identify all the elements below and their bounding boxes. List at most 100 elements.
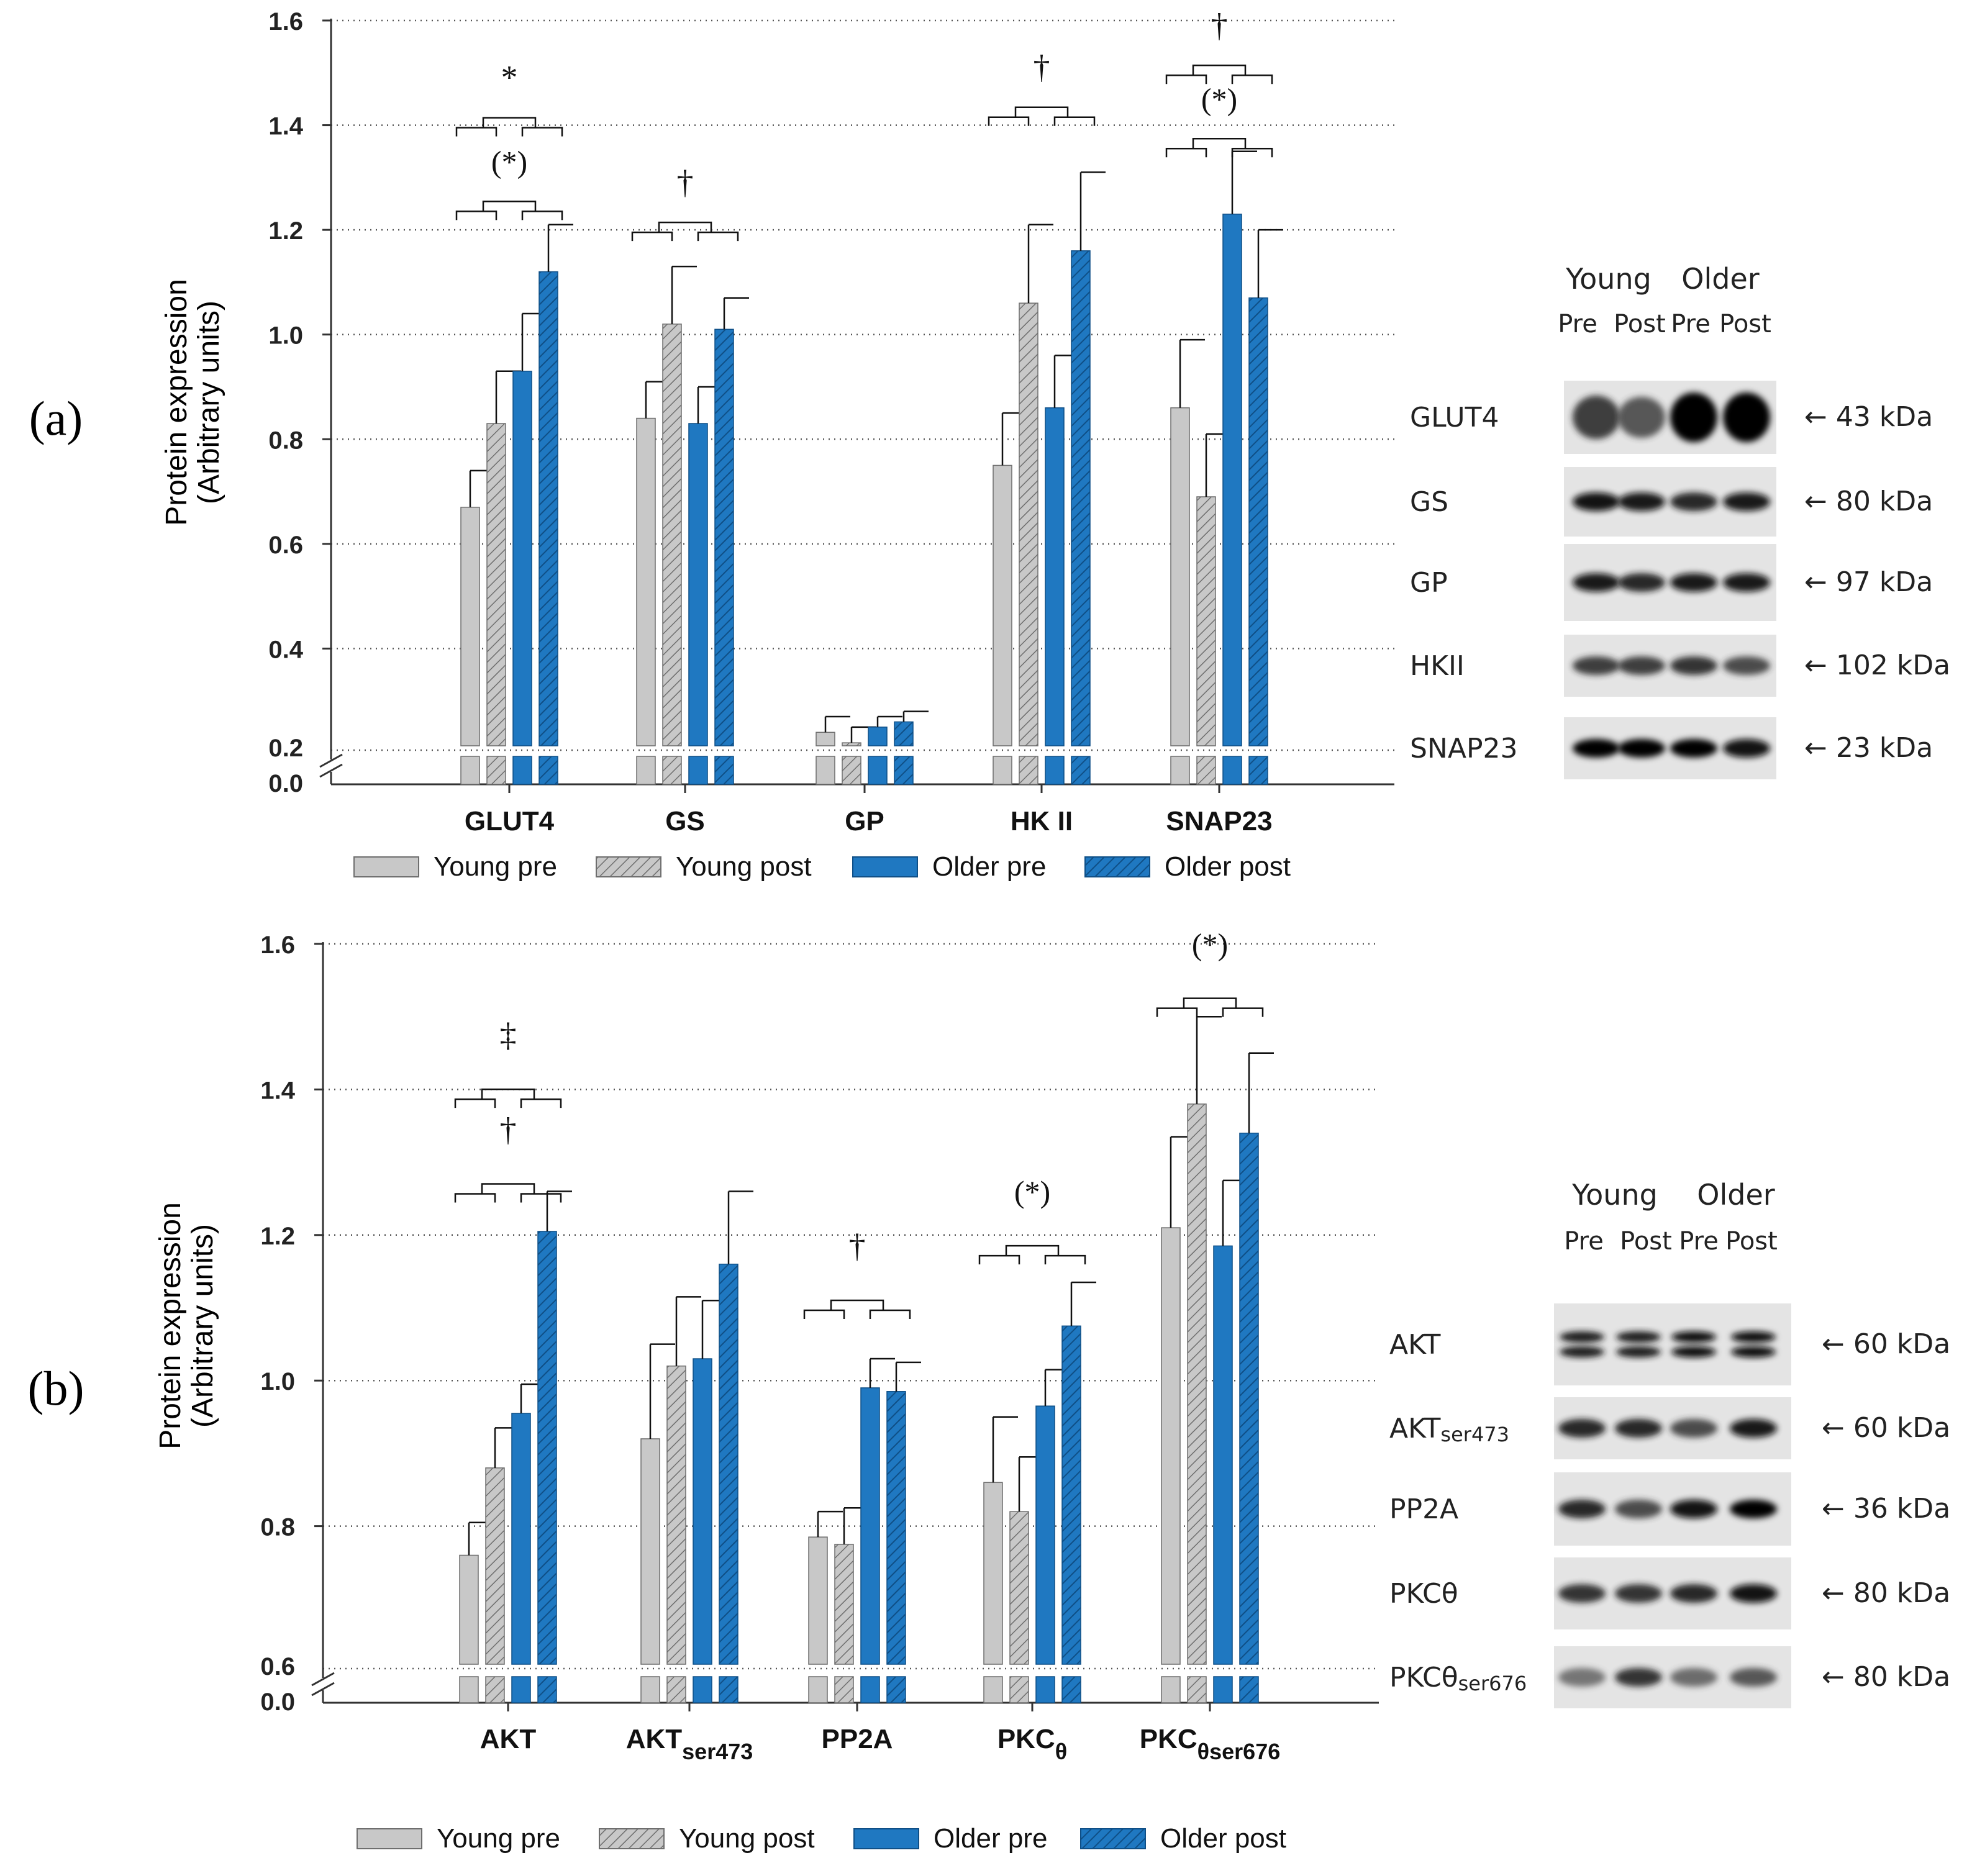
x-tick-label-main: PP2A — [822, 1724, 893, 1754]
blot-group-label: Older — [1697, 1178, 1774, 1212]
bar-stub — [485, 1676, 505, 1703]
blot-membrane — [1554, 1303, 1791, 1385]
bracket-top — [1014, 106, 1069, 117]
x-tick-label-sub: θser676 — [1197, 1739, 1281, 1764]
legend-swatch — [853, 1828, 919, 1849]
bar-stub — [1035, 1676, 1055, 1703]
legend-swatch — [353, 856, 419, 877]
bracket-top — [830, 1299, 884, 1310]
bracket-right — [521, 211, 563, 220]
y-tick-label: 1.6 — [260, 931, 295, 959]
significance-annotation: ‡ — [500, 1016, 517, 1053]
bar-stub — [1222, 756, 1242, 785]
bar-stub — [1248, 756, 1268, 785]
bar — [1222, 214, 1242, 746]
y-axis-label-line: Protein expression — [160, 279, 193, 526]
blot-group-label: Older — [1681, 262, 1759, 296]
x-tick-label-sub: ser473 — [682, 1739, 753, 1764]
blot-band — [1723, 492, 1770, 511]
x-tick-label-main: GP — [845, 806, 884, 836]
blot-band — [1618, 492, 1665, 511]
x-tick-label: PKCθser676 — [1140, 1724, 1280, 1764]
bar — [512, 370, 532, 746]
bracket-right — [1222, 1007, 1264, 1017]
bar — [662, 324, 682, 746]
bar — [886, 1391, 906, 1665]
x-tick-label-main: PKC — [997, 1724, 1055, 1754]
blot-protein-label: GS — [1410, 486, 1448, 518]
blot-lane-label: Pre — [1671, 310, 1711, 338]
bracket-top — [658, 221, 712, 233]
blot-lane-label: Post — [1725, 1227, 1778, 1256]
y-tick-label-break-lower: 0.0 — [268, 770, 303, 797]
significance-bracket — [1165, 65, 1273, 84]
bar — [1187, 1103, 1207, 1665]
bar — [983, 1482, 1003, 1665]
blot-kda-label: ← 43 kDa — [1804, 401, 1933, 433]
bracket-left — [454, 1098, 496, 1108]
blot-row: HKII ← 102 kDa — [1410, 635, 1950, 697]
significance-bracket — [454, 1088, 562, 1108]
blot-kda-label: ← 60 kDa — [1822, 1328, 1950, 1360]
bar-stub — [894, 756, 914, 785]
x-tick-label: AKT — [480, 1724, 537, 1754]
significance-bracket — [1165, 138, 1273, 158]
bracket-left — [455, 211, 498, 220]
bar-stub — [808, 1676, 828, 1703]
legend-label: Older pre — [932, 851, 1046, 882]
blot-protein-name: GP — [1410, 567, 1448, 599]
blot-protein-label: PKCθser676 — [1389, 1662, 1527, 1695]
bar — [1045, 407, 1065, 746]
bracket-top — [1192, 65, 1247, 76]
bar-stub — [886, 1676, 906, 1703]
bracket-left — [978, 1254, 1020, 1265]
bar-stub — [640, 1676, 660, 1703]
bar-stub — [688, 756, 708, 785]
bar-stub — [860, 1676, 880, 1703]
x-tick-label-sub: θ — [1055, 1739, 1067, 1764]
blot-protein-sub: ser473 — [1440, 1423, 1509, 1446]
significance-bracket — [454, 1183, 562, 1203]
blot-band — [1573, 739, 1620, 758]
blot-protein-label: GLUT4 — [1410, 402, 1499, 433]
blot-band — [1615, 1419, 1662, 1438]
y-tick-label: 1.2 — [260, 1223, 295, 1250]
blot-protein-label: SNAP23 — [1410, 733, 1517, 764]
y-tick-label-break-upper: 0.6 — [260, 1653, 295, 1680]
bar-stub — [816, 756, 835, 785]
bracket-top — [482, 117, 537, 128]
bracket-left — [803, 1309, 845, 1319]
x-tick-label: PP2A — [822, 1724, 893, 1754]
bar-stub — [1071, 756, 1091, 785]
blot-band — [1573, 396, 1620, 439]
bar — [808, 1536, 828, 1665]
blot-protein-name: PKCθ — [1389, 1662, 1458, 1693]
bar — [640, 1438, 660, 1665]
blot-band — [1615, 1584, 1662, 1603]
bar-stub — [1170, 756, 1190, 785]
legend-swatch — [1080, 1828, 1146, 1849]
significance-annotation: † — [1211, 6, 1228, 43]
bar — [1019, 302, 1038, 746]
bracket-top — [1183, 997, 1237, 1008]
blot-kda-label: ← 97 kDa — [1804, 566, 1933, 598]
bar-stub — [662, 756, 682, 785]
y-axis-label-line: Protein expression — [154, 1202, 187, 1449]
bracket-right — [520, 1098, 562, 1108]
bar — [894, 721, 914, 746]
blot-band — [1616, 1331, 1661, 1343]
blot-row: SNAP23 ← 23 kDa — [1410, 717, 1933, 779]
bar-stub — [538, 756, 558, 785]
blot-protein-label: AKT — [1389, 1329, 1441, 1361]
bar — [714, 329, 734, 746]
axis-break-mark — [311, 1682, 335, 1697]
significance-bracket — [455, 117, 563, 137]
bar-stub — [666, 1676, 686, 1703]
blot-band — [1731, 1331, 1776, 1343]
bar — [719, 1263, 738, 1665]
blot-band — [1670, 1668, 1717, 1687]
legend-swatch — [596, 856, 661, 877]
bar — [1061, 1325, 1081, 1665]
x-tick-label: SNAP23 — [1166, 806, 1272, 836]
